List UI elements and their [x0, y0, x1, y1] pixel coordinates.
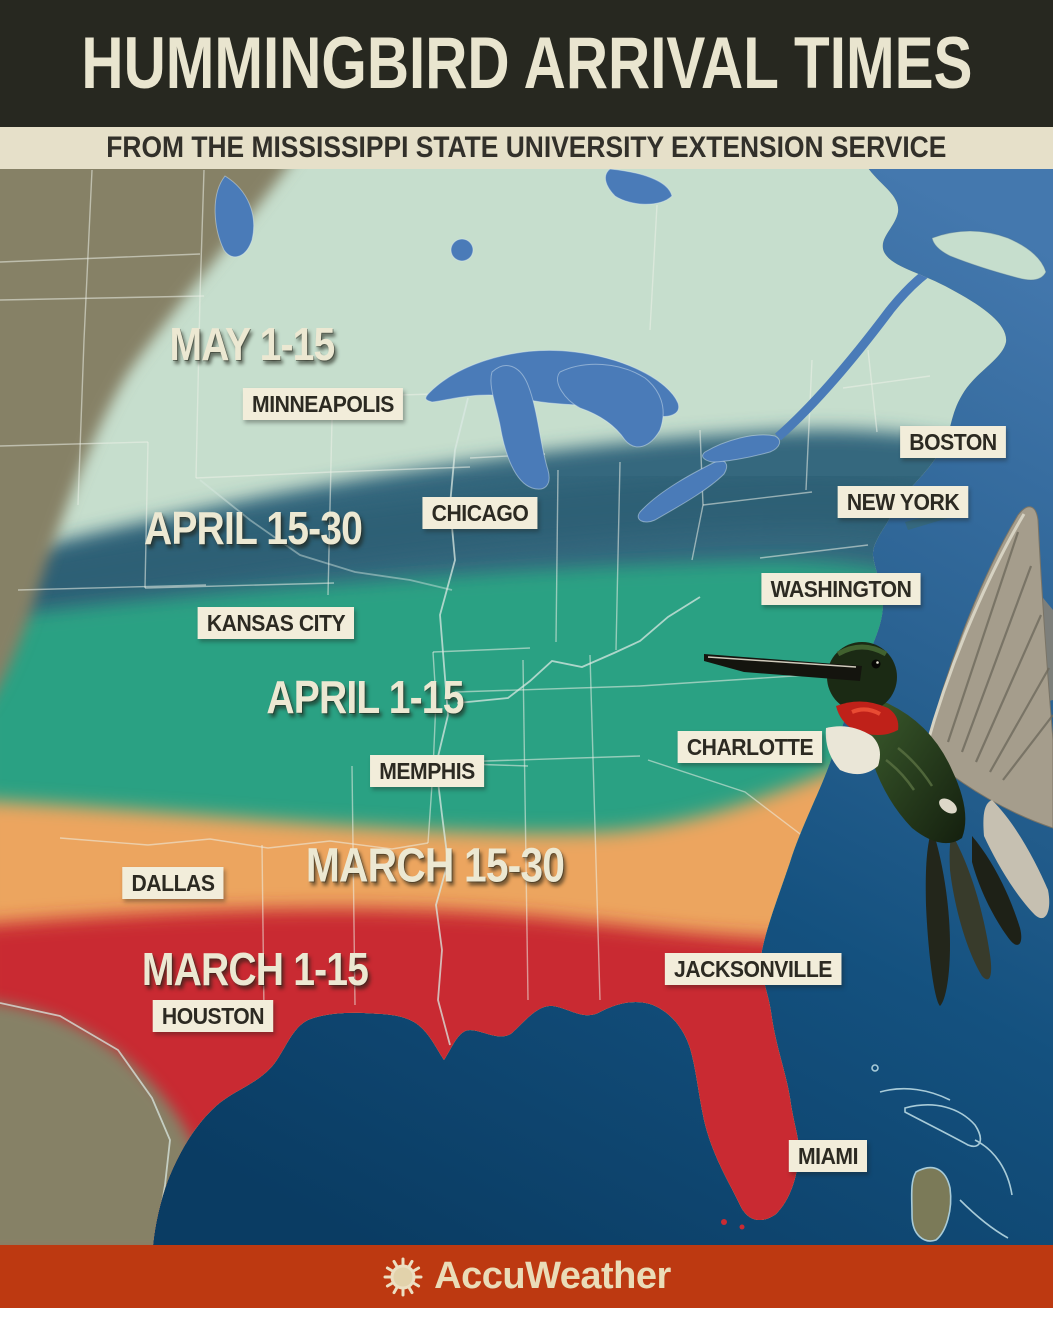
us-arrival-map: [0, 169, 1053, 1245]
lake-ontario: [702, 434, 781, 463]
bird-throat-shine: [851, 707, 881, 716]
city-label-washington: WASHINGTON: [761, 573, 921, 605]
lake-erie: [637, 460, 728, 523]
bird-eye: [871, 659, 881, 669]
accuweather-sun-icon: [382, 1256, 424, 1298]
city-label-memphis: MEMPHIS: [370, 755, 484, 787]
city-label-dallas: DALLAS: [122, 867, 224, 899]
great-lakes: [214, 169, 953, 523]
page-title: HUMMINGBIRD ARRIVAL TIMES: [80, 23, 973, 104]
band-label-march-15-30: MARCH 15-30: [305, 839, 565, 893]
header: HUMMINGBIRD ARRIVAL TIMES: [0, 0, 1053, 127]
bird-crown-sheen: [836, 644, 888, 657]
city-label-new-york: NEW YORK: [837, 486, 969, 518]
nova-scotia: [931, 230, 1047, 281]
band-label-march-1-15: MARCH 1-15: [141, 943, 369, 995]
bird-beak-highlight: [707, 656, 857, 668]
footer: AccuWeather: [0, 1245, 1053, 1308]
rivers: [0, 397, 701, 1216]
city-label-kansas-city: KANSAS CITY: [197, 607, 355, 639]
subtitle-band: FROM THE MISSISSIPPI STATE UNIVERSITY EX…: [0, 127, 1053, 169]
city-label-minneapolis: MINNEAPOLIS: [242, 388, 404, 420]
lake-nipigon: [604, 169, 673, 205]
city-label-houston: HOUSTON: [152, 1000, 274, 1032]
band-label-april-1-15: APRIL 1-15: [266, 671, 464, 723]
page-bottom-margin: [0, 1308, 1053, 1320]
bird-eye-glint: [876, 661, 879, 664]
bird-wing-feather-lines: [946, 531, 1053, 781]
bird-tail-feather: [949, 834, 992, 980]
florida-key: [739, 1224, 745, 1230]
page-subtitle: FROM THE MISSISSIPPI STATE UNIVERSITY EX…: [106, 131, 947, 164]
bird-secondary-wing: [983, 800, 1050, 919]
city-label-miami: MIAMI: [788, 1140, 868, 1172]
lake-michigan: [490, 365, 550, 490]
bird-wing-leading-edge: [924, 513, 1026, 749]
lake-huron: [557, 363, 664, 448]
bird-tail-feather: [972, 836, 1022, 945]
city-label-jacksonville: JACKSONVILLE: [664, 953, 842, 985]
lake-winnipeg: [214, 175, 255, 258]
bird-throat-ruby: [836, 701, 899, 735]
florida-key: [721, 1219, 727, 1225]
band-label-may-1-15: MAY 1-15: [169, 318, 336, 370]
bird-flank-spot: [939, 798, 957, 814]
band-label-april-15-30: APRIL 15-30: [143, 502, 363, 554]
lake-of-the-woods: [450, 238, 474, 262]
bird-tail-feather: [925, 828, 950, 1006]
bird-belly-streaks: [885, 747, 934, 791]
city-label-charlotte: CHARLOTTE: [677, 731, 823, 763]
bird-beak: [704, 654, 862, 681]
northwest-land-wedge: [0, 169, 300, 715]
city-label-chicago: CHICAGO: [422, 497, 538, 529]
brand-name: AccuWeather: [434, 1255, 671, 1297]
hummingbird-illustration: [704, 506, 1053, 1006]
bird-breast: [825, 726, 880, 775]
bird-head: [827, 642, 897, 712]
city-label-boston: BOSTON: [900, 426, 1006, 458]
map-area: MAY 1-15 APRIL 15-30 APRIL 1-15 MARCH 15…: [0, 169, 1053, 1245]
